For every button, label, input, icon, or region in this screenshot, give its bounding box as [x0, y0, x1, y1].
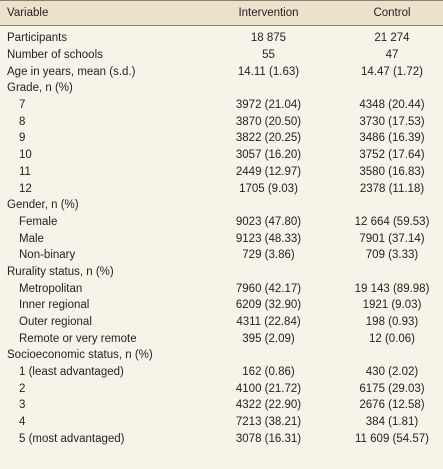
table-cell: Non-binary	[19, 249, 76, 262]
table-cell: 18 875	[250, 32, 287, 45]
table-cell: 7901 (37.14)	[359, 232, 425, 245]
table-cell: Female	[19, 215, 58, 228]
table-row: 5 (most advantaged) 3078 (16.31) 11 609 (5…	[0, 431, 443, 448]
table-cell: 21 274	[374, 32, 410, 45]
table-cell: 9023 (47.80)	[235, 215, 302, 228]
table-cell: 1921 (9.03)	[362, 299, 422, 312]
table-row: 12 1705 (9.03) 2378 (11.18)	[0, 180, 443, 197]
table-row: Age in years, mean (s.d.) 14.11 (1.63) 14.…	[0, 63, 443, 80]
table-cell: Number of schools	[7, 49, 103, 62]
table-cell: 5 (most advantaged)	[19, 432, 125, 445]
table-row: 7 3972 (21.04) 4348 (20.44)	[0, 97, 443, 114]
table-cell: 395 (2.09)	[242, 332, 295, 345]
table-cell: 4322 (22.90)	[235, 399, 302, 412]
table-cell: 3822 (20.25)	[235, 132, 302, 145]
table-cell: 162 (0.86)	[242, 366, 295, 379]
table-cell: 12 (0.06)	[368, 332, 416, 345]
table-row: 3 4322 (22.90) 2676 (12.58)	[0, 397, 443, 414]
header-cell: Control	[373, 7, 411, 19]
table-cell: 2378 (11.18)	[359, 182, 425, 195]
table-row: 11 2449 (12.97) 3580 (16.83)	[0, 164, 443, 181]
table-row: Female 9023 (47.80) 12 664 (59.53)	[0, 214, 443, 231]
table-cell: 9	[19, 132, 26, 145]
table-row: 1 (least advantaged) 162 (0.86) 430 (2.02)	[0, 364, 443, 381]
table-cell: Remote or very remote	[19, 332, 137, 345]
table-cell: 3057 (16.20)	[235, 149, 302, 162]
group-label: Rurality status, n (%)	[7, 265, 114, 278]
table-cell: 11	[19, 165, 31, 178]
table-cell: 4	[19, 416, 26, 429]
table-cell: 2449 (12.97)	[235, 165, 302, 178]
header-cell: Variable	[7, 7, 49, 19]
table-cell: 47	[385, 49, 399, 62]
table-cell: 3870 (20.50)	[235, 115, 302, 128]
table-cell: 384 (1.81)	[365, 416, 419, 429]
table-cell: 19 143 (89.98)	[354, 282, 430, 295]
table-cell: 8	[19, 115, 26, 128]
table-cell: 11 609 (54.57)	[355, 432, 429, 445]
table-row: 10 3057 (16.20) 3752 (17.64)	[0, 147, 443, 164]
header-row: Variable Intervention Control	[0, 0, 443, 26]
table-cell: 6175 (29.03)	[359, 382, 425, 395]
table-cell: 3078 (16.31)	[235, 432, 302, 445]
table-cell: 4311 (22.84)	[236, 316, 301, 329]
table-cell: 3972 (21.04)	[235, 99, 302, 112]
table-row: Outer regional 4311 (22.84) 198 (0.93)	[0, 314, 443, 331]
table-cell: 3730 (17.53)	[359, 115, 425, 128]
group-row: Gender, n (%)	[0, 197, 443, 214]
table-cell: 10	[19, 149, 32, 162]
table-cell: 709 (3.33)	[365, 249, 419, 262]
table-cell: 7	[19, 99, 26, 112]
table-row: Non-binary 729 (3.86) 709 (3.33)	[0, 247, 443, 264]
table-cell: 3752 (17.64)	[359, 149, 425, 162]
table-row: Inner regional 6209 (32.90) 1921 (9.03)	[0, 297, 443, 314]
table-row: 4 7213 (38.21) 384 (1.81)	[0, 414, 443, 431]
table-cell: 7960 (42.17)	[235, 282, 302, 295]
table-cell: 430 (2.02)	[365, 366, 419, 379]
group-label: Grade, n (%)	[7, 82, 73, 95]
table-cell: 3486 (16.39)	[359, 132, 425, 145]
table-row: 8 3870 (20.50) 3730 (17.53)	[0, 113, 443, 130]
table-cell: 1 (least advantaged)	[19, 366, 124, 379]
table-cell: 198 (0.93)	[365, 316, 419, 329]
table-cell: 9123 (48.33)	[235, 232, 302, 245]
table-row: Metropolitan 7960 (42.17) 19 143 (89.98)	[0, 280, 443, 297]
table-cell: 729 (3.86)	[242, 249, 295, 262]
table-cell: 14.47 (1.72)	[360, 65, 423, 78]
group-label: Socioeconomic status, n (%)	[7, 349, 153, 362]
table-cell: 55	[262, 49, 275, 62]
table-row: Number of schools 55 47	[0, 47, 443, 64]
table-row: 9 3822 (20.25) 3486 (16.39)	[0, 130, 443, 147]
table-cell: 4348 (20.44)	[359, 99, 425, 112]
table-cell: 12	[19, 182, 32, 195]
table-row: Male 9123 (48.33) 7901 (37.14)	[0, 230, 443, 247]
table-cell: 1705 (9.03)	[239, 182, 298, 195]
table-cell: 7213 (38.21)	[235, 416, 302, 429]
table-row: Remote or very remote 395 (2.09) 12 (0.06)	[0, 330, 443, 347]
group-label: Gender, n (%)	[7, 199, 79, 212]
table-cell: Participants	[7, 32, 68, 45]
table-row: 2 4100 (21.72) 6175 (29.03)	[0, 380, 443, 397]
group-row: Rurality status, n (%)	[0, 264, 443, 281]
table-cell: Age in years, mean (s.d.)	[7, 65, 136, 78]
table-cell: 12 664 (59.53)	[354, 215, 430, 228]
table-cell: 2	[19, 382, 26, 395]
table-cell: 14.11 (1.63)	[237, 65, 300, 78]
table-cell: Metropolitan	[19, 282, 83, 295]
table-cell: Inner regional	[19, 299, 90, 312]
table-row: Participants 18 875 21 274	[0, 30, 443, 47]
table-cell: Male	[19, 232, 44, 245]
table-cell: 4100 (21.72)	[235, 382, 302, 395]
group-row: Socioeconomic status, n (%)	[0, 347, 443, 364]
table-cell: Outer regional	[19, 316, 92, 329]
group-row: Grade, n (%)	[0, 80, 443, 97]
table-cell: 6209 (32.90)	[235, 299, 302, 312]
table-cell: 3580 (16.83)	[359, 165, 425, 178]
table-cell: 3	[19, 399, 26, 412]
table-cell: 2676 (12.58)	[359, 399, 425, 412]
header-cell: Intervention	[238, 7, 299, 19]
